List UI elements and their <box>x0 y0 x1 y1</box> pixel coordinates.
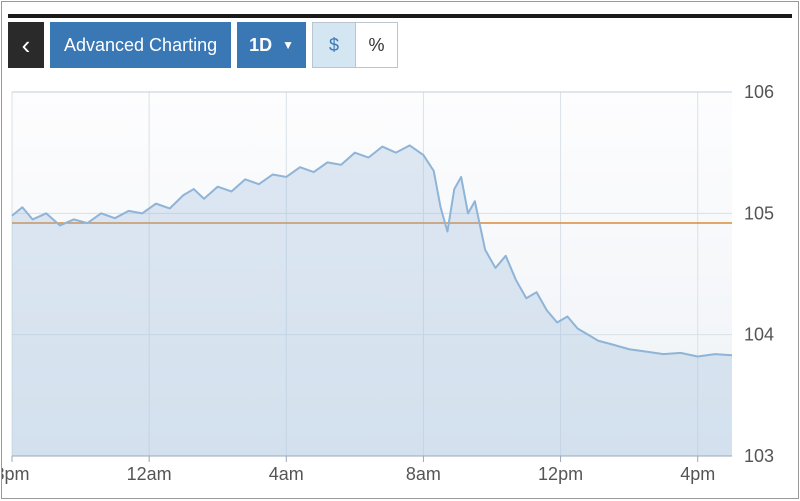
svg-text:4pm: 4pm <box>680 464 715 484</box>
header-divider <box>8 14 792 18</box>
chart-svg: 103 104 105 106 8pm 12am 4am 8am 12pm 4pm <box>2 72 788 490</box>
svg-text:106: 106 <box>744 82 774 102</box>
advanced-charting-label: Advanced Charting <box>64 35 217 56</box>
svg-text:103: 103 <box>744 446 774 466</box>
advanced-charting-button[interactable]: Advanced Charting <box>50 22 231 68</box>
unit-toggle-group: $ % <box>312 22 398 68</box>
unit-dollar-label: $ <box>329 35 339 56</box>
timeframe-selector[interactable]: 1D ▼ <box>237 22 306 68</box>
svg-text:8pm: 8pm <box>2 464 30 484</box>
svg-text:104: 104 <box>744 325 774 345</box>
price-chart: 103 104 105 106 8pm 12am 4am 8am 12pm 4pm <box>2 72 798 498</box>
timeframe-label: 1D <box>249 35 272 56</box>
svg-text:12pm: 12pm <box>538 464 583 484</box>
svg-text:105: 105 <box>744 203 774 223</box>
back-button[interactable]: ‹ <box>8 22 44 68</box>
chart-toolbar: ‹ Advanced Charting 1D ▼ $ % <box>8 22 792 68</box>
unit-dollar-button[interactable]: $ <box>313 23 355 67</box>
chevron-left-icon: ‹ <box>22 32 31 58</box>
svg-text:8am: 8am <box>406 464 441 484</box>
chevron-down-icon: ▼ <box>282 38 294 52</box>
unit-percent-button[interactable]: % <box>355 23 397 67</box>
svg-text:4am: 4am <box>269 464 304 484</box>
unit-percent-label: % <box>369 35 385 56</box>
svg-text:12am: 12am <box>127 464 172 484</box>
